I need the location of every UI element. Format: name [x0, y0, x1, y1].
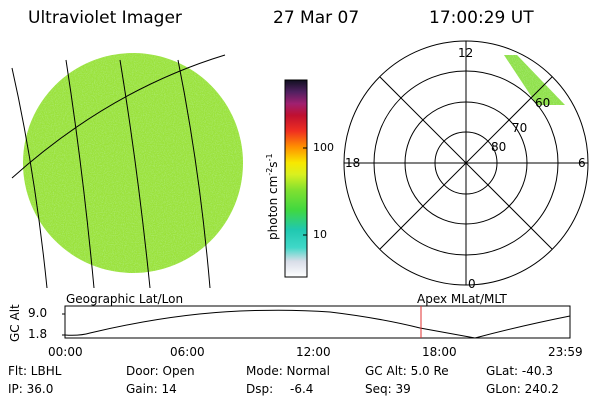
mlt-label-18: 18 — [345, 156, 361, 170]
mlat-label-60: 60 — [535, 96, 551, 110]
unit-exponent-1: -2 — [265, 167, 274, 176]
disk-texture — [23, 53, 243, 273]
mlt-label-6: 6 — [578, 156, 586, 170]
colorbar — [284, 79, 308, 278]
meridian-3 — [119, 59, 151, 289]
time-label: 17:00:29 UT — [429, 8, 534, 28]
xtick-label-1800: 18:00 — [422, 345, 457, 359]
mlat-label-70: 70 — [512, 121, 528, 135]
unit-seconds: s — [266, 161, 280, 168]
xtick-label-1200: 12:00 — [296, 345, 331, 359]
info-glat: GLat: -40.3 — [486, 364, 553, 378]
xtick-label-2359: 23:59 — [548, 345, 583, 359]
altitude-ytick-label-9: 9.0 — [28, 306, 48, 320]
altitude-ylabel: GC Alt — [8, 304, 22, 342]
altitude-plot-frame — [64, 305, 571, 339]
colorbar-gradient — [284, 79, 308, 278]
date-label: 27 Mar 07 — [273, 8, 360, 28]
meridian-1 — [11, 67, 48, 289]
latitude-line — [11, 54, 226, 179]
geographic-grid — [11, 54, 226, 289]
info-filter: Flt: LBHL — [8, 364, 62, 378]
info-gc-alt: GC Alt: 5.0 Re — [365, 364, 449, 378]
info-seq: Seq: 39 — [365, 382, 411, 396]
instrument-title: Ultraviolet Imager — [28, 8, 182, 28]
mlt-label-12: 12 — [458, 46, 474, 60]
auroral-emission-texture — [504, 55, 565, 105]
info-glon: GLon: 240.2 — [486, 382, 559, 396]
info-mode: Mode: Normal — [246, 364, 330, 378]
apex-grid-label: Apex MLat/MLT — [417, 292, 507, 306]
xtick-label-0600: 06:00 — [170, 345, 205, 359]
unit-text: photon cm — [266, 175, 280, 240]
altitude-plot — [62, 305, 571, 339]
colorbar-unit-label: photon cm-2s-1 — [265, 153, 280, 240]
meridian-4 — [177, 59, 211, 289]
info-ip: IP: 36.0 — [8, 382, 54, 396]
polar-diagonal-2 — [379, 76, 553, 250]
info-door: Door: Open — [126, 364, 195, 378]
xtick-label-0000: 00:00 — [48, 345, 83, 359]
altitude-curve — [64, 309, 571, 339]
unit-exponent-2: -1 — [265, 153, 274, 162]
colorbar-label-10: 10 — [313, 228, 327, 241]
info-dsp-value: -6.4 — [290, 382, 314, 396]
altitude-ytick-label-1-8: 1.8 — [28, 327, 48, 341]
meridian-2 — [65, 59, 95, 289]
info-gain: Gain: 14 — [126, 382, 177, 396]
geographic-grid-label: Geographic Lat/Lon — [66, 292, 184, 306]
earth-disk-image — [23, 53, 243, 273]
colorbar-label-100: 100 — [313, 141, 334, 154]
info-dsp-label: Dsp: — [246, 382, 274, 396]
mlt-label-0: 0 — [468, 277, 476, 291]
mlat-label-80: 80 — [491, 140, 507, 154]
polar-plot — [343, 40, 589, 286]
